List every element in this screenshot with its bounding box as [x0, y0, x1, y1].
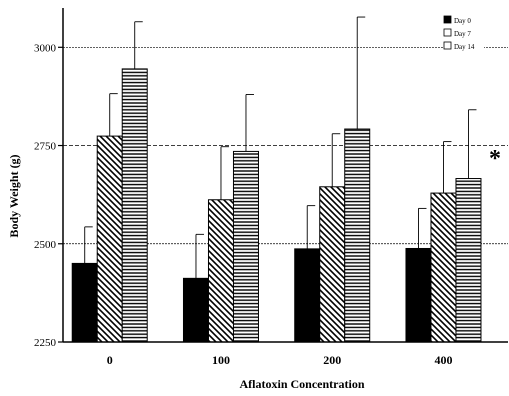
y-tick-label-2500: 2500	[34, 239, 57, 251]
x-tick-label-100: 100	[212, 353, 230, 367]
x-tick-label-0: 0	[107, 353, 113, 367]
y-tick-label-3000: 3000	[34, 42, 57, 54]
bar-day-7-400	[430, 192, 457, 343]
y-tick-label-2750: 2750	[34, 141, 57, 153]
bar-day-0-400	[405, 247, 432, 343]
bar-day-7-0	[96, 135, 123, 343]
legend-swatch-day-14	[443, 41, 452, 50]
legend-label-day-14: Day 14	[454, 43, 475, 51]
bar-day-0-0	[71, 262, 98, 343]
y-tick-label-2250: 2250	[34, 337, 57, 349]
axes: 2250 2500 2750 3000 0 100 200 400 *	[34, 8, 508, 367]
significance-asterisk: *	[489, 146, 501, 172]
bar-day-0-100	[182, 277, 209, 343]
bar-day-14-100	[232, 150, 259, 343]
bar-day-7-200	[319, 186, 346, 343]
bar-day-0-200	[294, 248, 321, 343]
legend-label-day-0: Day 0	[454, 17, 471, 25]
bar-day-14-200	[344, 128, 371, 343]
x-tick-label-200: 200	[323, 353, 341, 367]
legend-swatch-day-7	[443, 28, 452, 37]
y-axis-label: Body Weight (g)	[7, 154, 21, 237]
bar-day-14-400	[455, 178, 482, 343]
legend-swatch-day-0	[443, 15, 452, 24]
bars	[71, 68, 482, 343]
bar-day-7-100	[207, 199, 234, 343]
x-tick-label-400: 400	[434, 353, 452, 367]
legend: Day 0 Day 7 Day 14	[443, 14, 484, 58]
error-bars	[84, 16, 477, 279]
x-axis-label: Aflatoxin Concentration	[240, 377, 365, 391]
legend-label-day-7: Day 7	[454, 30, 471, 38]
bar-day-14-0	[121, 68, 148, 343]
